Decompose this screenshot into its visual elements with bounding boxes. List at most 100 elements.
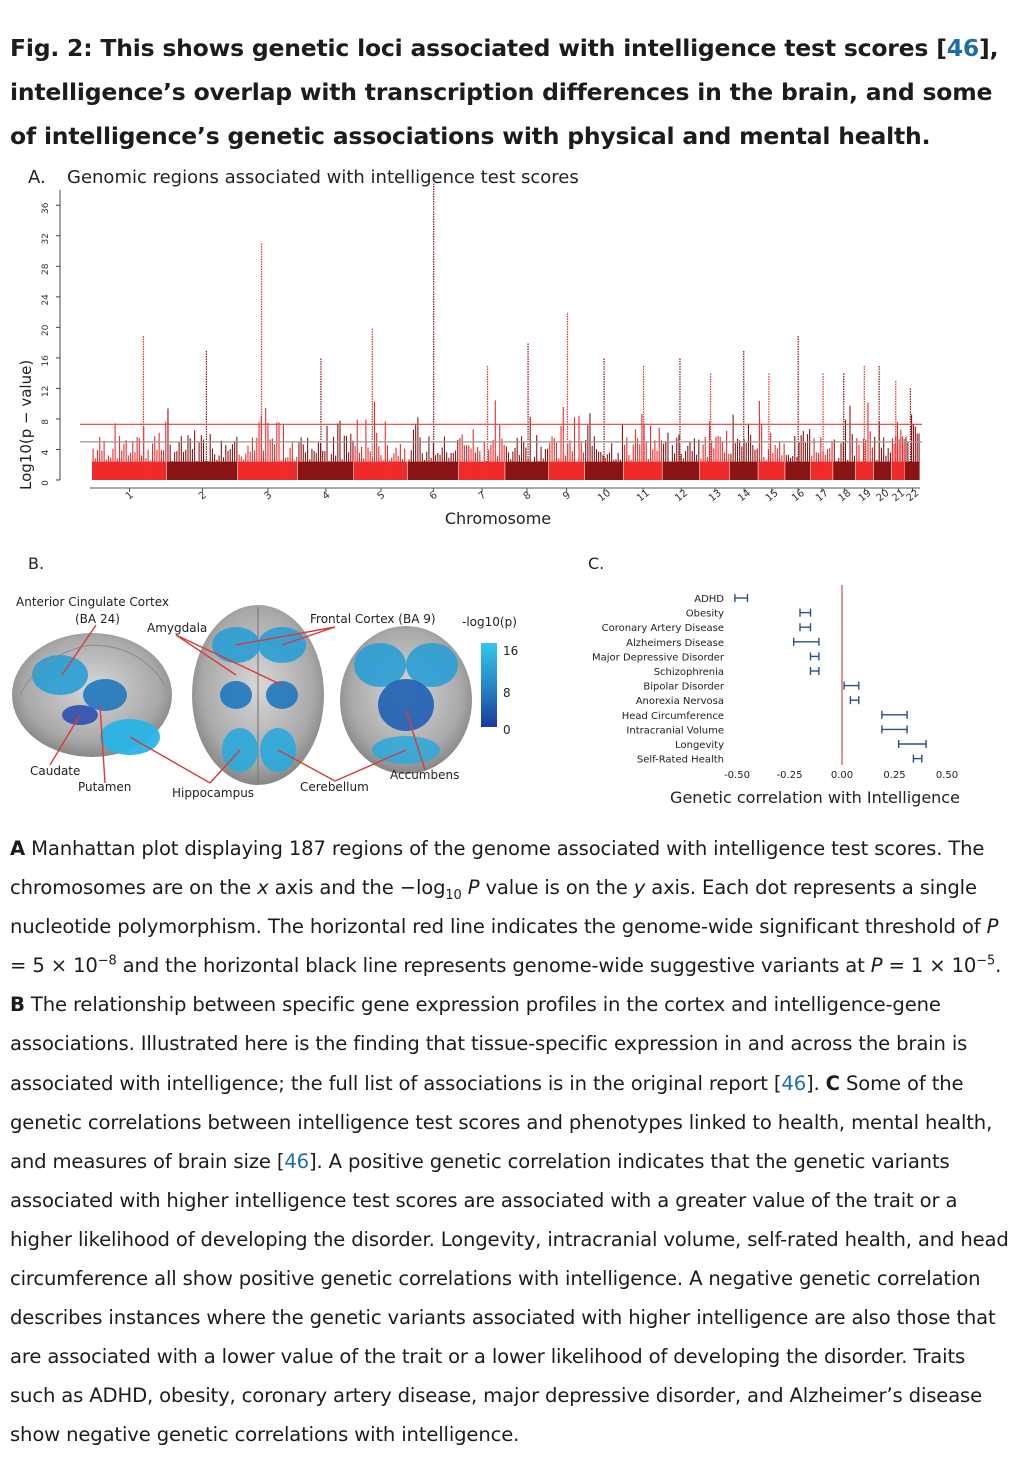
y-axis-label: Log10(p − value) — [17, 360, 35, 490]
correlation-x-tick-label: -0.50 — [724, 770, 750, 781]
legend-c-lead: C — [825, 1071, 840, 1095]
legend-s4: value is on the — [479, 876, 634, 900]
annotation-lines — [49, 624, 426, 784]
correlation-label: ADHD — [694, 594, 724, 605]
legend-y: y — [633, 876, 646, 900]
y-tick-label-20: 20 — [41, 324, 51, 336]
chromosome-label-22: 22 — [905, 488, 922, 505]
legend-s2: axis and the −log — [268, 876, 446, 900]
brain-sagittal-view — [12, 633, 172, 757]
legend-s11: ]. — [806, 1071, 826, 1095]
colorbar-gradient — [481, 643, 497, 727]
correlation-x-tick-label: 0.50 — [936, 770, 958, 781]
legend-s13: ]. A positive genetic correlation indica… — [10, 1149, 1009, 1447]
legend-ref-46-a[interactable]: 46 — [781, 1071, 807, 1095]
colorbar-tick-0: 0 — [503, 723, 511, 737]
correlation-x-tick-label: 0.25 — [883, 770, 905, 781]
correlation-label: Obesity — [686, 609, 724, 620]
caption-title-text-2: ], intelligence’s overlap with transcrip… — [10, 34, 999, 150]
figure-caption-title: Fig. 2: This shows genetic loci associat… — [10, 26, 1010, 158]
chromosome-label-16: 16 — [790, 488, 807, 505]
figure-legend: A Manhattan plot displaying 187 regions … — [10, 829, 1015, 1455]
y-tick-label-8: 8 — [41, 419, 51, 425]
label-frontal-cortex: Frontal Cortex (BA 9) — [310, 612, 436, 626]
colorbar: -log10(p) 16 8 0 — [462, 615, 518, 737]
chromosome-label-10: 10 — [596, 488, 613, 505]
chromosome-label-14: 14 — [736, 488, 753, 505]
colorbar-tick-16: 16 — [503, 644, 518, 658]
correlation-label: Head Circumference — [622, 711, 724, 722]
legend-p2: P — [986, 915, 999, 939]
correlation-label: Alzheimers Disease — [626, 638, 724, 649]
legend-s8: = 1 × 10 — [882, 954, 977, 978]
label-hippocampus: Hippocampus — [172, 786, 254, 800]
label-accumbens: Accumbens — [390, 768, 459, 782]
correlation-x-tick-label: -0.25 — [777, 770, 803, 781]
chromosome-label-7: 7 — [477, 490, 489, 503]
y-tick-label-28: 28 — [41, 263, 51, 275]
legend-b-lead: B — [10, 993, 25, 1017]
legend-s1: Manhattan plot displaying 187 regions of… — [10, 837, 985, 900]
y-tick-label-16: 16 — [41, 355, 51, 367]
chromosome-label-5: 5 — [376, 490, 388, 503]
y-tick-label-4: 4 — [41, 449, 51, 455]
legend-p1: P — [467, 876, 480, 900]
y-tick-label-12: 12 — [41, 386, 51, 397]
correlation-x-tick-label: 0.00 — [831, 770, 853, 781]
y-tick-label-36: 36 — [41, 202, 51, 214]
y-tick-label-0: 0 — [41, 480, 51, 486]
correlation-rows: ADHD Obesity Coronary Artery Disease Alzhei… — [592, 594, 927, 766]
legend-sup1: −8 — [97, 953, 117, 969]
correlation-label: Bipolar Disorder — [643, 682, 725, 693]
colorbar-title: -log10(p) — [462, 615, 517, 629]
label-amygdala: Amygdala — [147, 621, 207, 635]
legend-ref-46-b[interactable]: 46 — [284, 1149, 309, 1173]
correlation-label: Longevity — [675, 740, 724, 751]
legend-s9: . — [995, 954, 1002, 978]
legend-sub10: 10 — [445, 888, 462, 903]
legend-s5: axis. Each dot represents a single nucle… — [10, 876, 987, 939]
chromosome-label-8: 8 — [522, 490, 534, 503]
panel-a-title: Genomic regions associated with intellig… — [67, 167, 579, 188]
legend-a-lead: A — [10, 837, 26, 860]
chromosome-label-4: 4 — [321, 490, 333, 503]
legend-p3: P — [870, 954, 883, 978]
correlation-label: Coronary Artery Disease — [602, 623, 724, 634]
chromosome-label-15: 15 — [764, 488, 781, 505]
label-cerebellum: Cerebellum — [300, 780, 369, 794]
genetic-correlation-plot: C. ADHD Obesity Coronary Artery Disease Alz… — [588, 554, 960, 807]
chromosome-label-1: 1 — [124, 490, 136, 503]
correlation-label: Major Depressive Disorder — [592, 652, 725, 663]
y-tick-label-24: 24 — [41, 294, 51, 306]
chromosome-label-20: 20 — [875, 488, 892, 505]
manhattan-points — [92, 182, 920, 480]
y-tick-label-32: 32 — [41, 233, 51, 244]
brain-illustration: B. — [12, 554, 518, 800]
correlation-label: Schizophrenia — [654, 667, 724, 678]
chromosome-label-18: 18 — [836, 488, 853, 505]
chromosome-label-6: 6 — [428, 490, 440, 503]
correlation-x-ticks: -0.50 -0.25 0.00 0.25 0.50 — [724, 770, 958, 781]
legend-s7: and the horizontal black line represents… — [116, 954, 871, 978]
chromosome-label-2: 2 — [197, 490, 209, 503]
label-acc-ba24: (BA 24) — [75, 612, 120, 626]
label-acc: Anterior Cingulate Cortex — [16, 595, 169, 609]
correlation-label: Anorexia Nervosa — [636, 696, 724, 707]
reference-link-46[interactable]: 46 — [946, 34, 980, 62]
chromosome-label-13: 13 — [707, 488, 724, 505]
brain-coronal-view — [340, 626, 472, 774]
caption-title-text-1: Fig. 2: This shows genetic loci associat… — [10, 34, 947, 62]
legend-s10: The relationship between specific gene e… — [10, 993, 968, 1095]
chromosome-label-3: 3 — [262, 490, 274, 503]
colorbar-tick-8: 8 — [503, 686, 511, 700]
chromosome-label-19: 19 — [857, 488, 874, 505]
legend-x: x — [257, 876, 269, 900]
chromosome-label-17: 17 — [814, 488, 831, 505]
correlation-x-label: Genetic correlation with Intelligence — [670, 788, 960, 807]
legend-s6: = 5 × 10 — [10, 954, 98, 978]
manhattan-plot: A. Genomic regions associated with intel… — [17, 167, 922, 528]
panel-a-letter: A. — [28, 167, 46, 188]
panel-b-brain-expression: B. — [0, 545, 575, 815]
correlation-label: Self-Rated Health — [637, 755, 724, 766]
